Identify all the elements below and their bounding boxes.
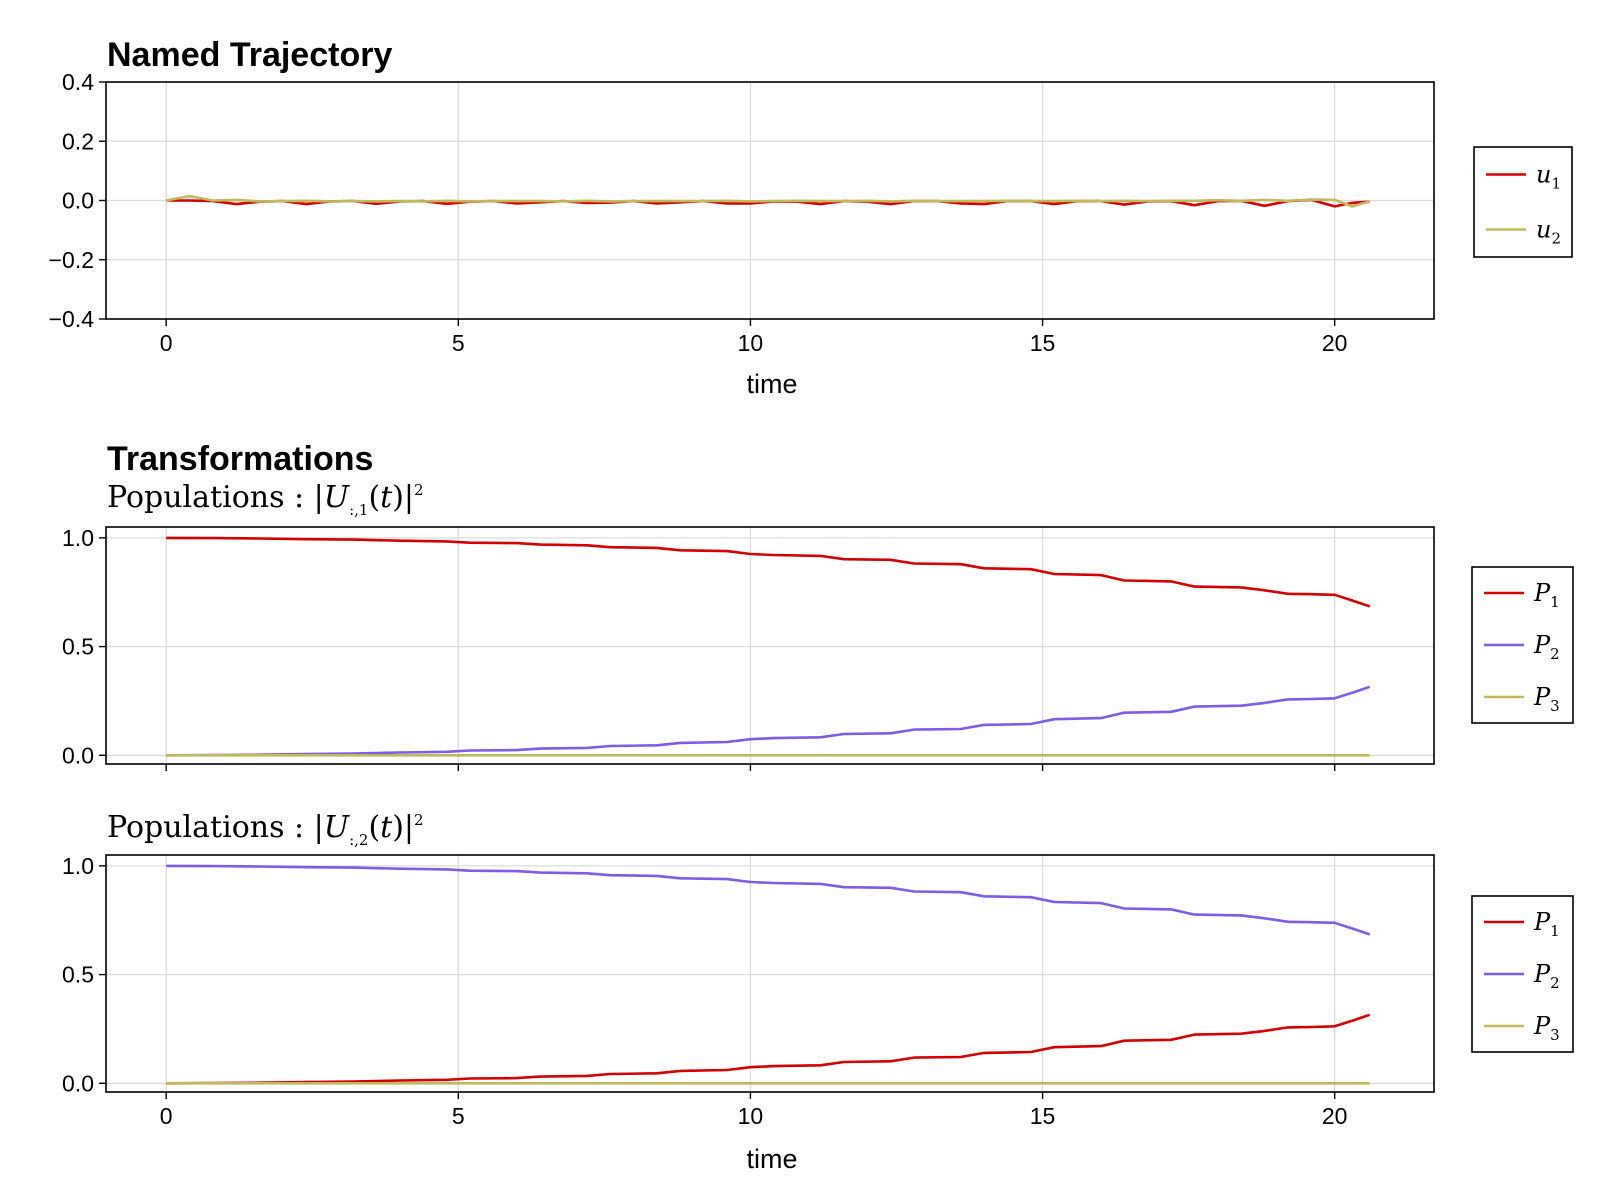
legend-label: P2 [1533, 631, 1560, 663]
series-line-p2 [166, 864, 1371, 936]
legend: P1 P2 P3 [1471, 895, 1574, 1053]
legend-label: P3 [1533, 1012, 1560, 1044]
legend-label: u1 [1536, 161, 1561, 193]
series-line-p1 [166, 1013, 1371, 1085]
legend-label: P1 [1533, 908, 1560, 940]
populations-col1-subtitle: Populations : |U:,1(t)|2 [107, 480, 424, 519]
x-axis-label: time [746, 1144, 797, 1174]
x-tick-label: 15 [1030, 1103, 1056, 1129]
legend: P1 P2 P3 [1471, 566, 1574, 724]
populations-col2-subtitle: Populations : |U:,2(t)|2 [107, 810, 424, 849]
series-line-p2 [166, 685, 1371, 757]
legend: u1 u2 [1473, 146, 1573, 258]
y-tick-label: −0.2 [49, 247, 94, 273]
y-tick-label: 0.5 [62, 634, 94, 660]
axes-frame [105, 854, 1435, 1093]
x-tick-label: 5 [452, 1103, 465, 1129]
y-tick-label: 0.0 [62, 742, 94, 768]
series-line-u2 [165, 194, 1371, 208]
x-tick-label: 0 [160, 330, 173, 356]
populations-col1-panel: Transformations Populations : |U:,1(t)|2… [62, 440, 1574, 771]
x-tick-label: 10 [738, 1103, 764, 1129]
named-trajectory-panel: Named Trajectory time 0.4 0.2 0.0 −0.2 −0.4 0… [49, 36, 1573, 399]
legend-box [1473, 146, 1573, 258]
named-trajectory-title: Named Trajectory [107, 36, 392, 74]
y-tick-label: 0.4 [62, 69, 94, 95]
x-tick-label: 20 [1322, 330, 1348, 356]
legend-label: P1 [1533, 579, 1560, 611]
y-tick-label: 0.5 [62, 962, 94, 988]
y-tick-label: 0.0 [62, 188, 94, 214]
y-tick-label: 0.2 [62, 128, 94, 154]
x-tick-label: 10 [738, 330, 764, 356]
x-tick-label: 0 [160, 1103, 173, 1129]
x-axis-label: time [746, 369, 797, 399]
axes-frame [105, 526, 1435, 765]
y-tick-label: −0.4 [49, 306, 95, 332]
legend-label: P2 [1533, 960, 1560, 992]
x-tick-label: 15 [1030, 330, 1056, 356]
y-tick-label: 0.0 [62, 1070, 94, 1096]
series-line-p1 [166, 536, 1371, 608]
y-tick-label: 1.0 [62, 525, 94, 551]
x-tick-label: 5 [452, 330, 465, 356]
populations-col2-panel: Populations : |U:,2(t)|2 time 1.0 0.5 0.0 0… [62, 810, 1574, 1174]
legend-label: u2 [1536, 216, 1561, 248]
x-tick-label: 20 [1322, 1103, 1348, 1129]
legend-label: P3 [1533, 683, 1560, 715]
y-tick-label: 1.0 [62, 853, 94, 879]
transformations-title: Transformations [107, 440, 373, 478]
